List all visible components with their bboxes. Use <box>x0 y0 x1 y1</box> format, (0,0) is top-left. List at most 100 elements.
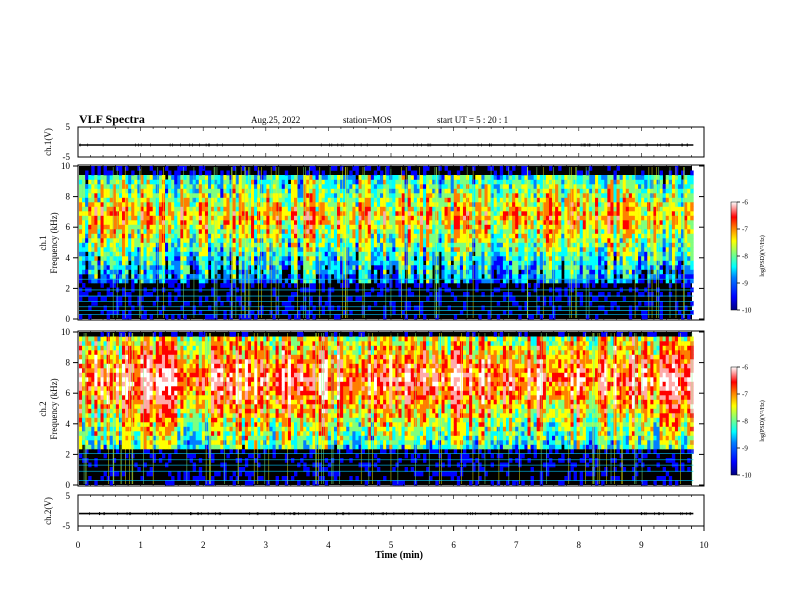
spectrogram-cell <box>613 188 617 194</box>
spectrogram-cell <box>186 251 190 257</box>
spectrogram-cell <box>447 265 451 270</box>
spectrogram-cell <box>171 256 175 261</box>
spectrogram-cell <box>143 278 147 284</box>
spectrogram-cell <box>189 202 193 207</box>
spectrogram-cell <box>204 314 209 320</box>
spectrogram-cell <box>631 251 636 257</box>
spectrogram-cell <box>324 242 329 248</box>
spectrogram-cell <box>158 247 163 252</box>
spectrogram-cell <box>490 278 494 284</box>
spectrogram-cell <box>509 260 513 266</box>
spectrogram-cell <box>349 197 353 203</box>
spectrogram-cell <box>79 296 83 302</box>
spectrogram-cell <box>548 166 553 171</box>
spectrogram-cell <box>462 197 467 203</box>
spectrogram-cell <box>195 184 200 189</box>
spectrogram-cell <box>118 206 123 212</box>
spectrogram-cell <box>588 193 593 198</box>
spectrogram-cell <box>290 197 295 203</box>
spectrogram-cell <box>158 256 163 261</box>
spectrogram-cell <box>545 265 550 270</box>
spectrogram-cell <box>610 188 614 194</box>
spectrogram-cell <box>122 292 126 297</box>
spectrogram-cell <box>438 229 442 234</box>
spectrogram-cell <box>118 229 123 234</box>
spectrogram-cell <box>343 215 347 221</box>
spectrogram-cell <box>300 247 304 252</box>
spectrogram-cell <box>125 229 129 234</box>
spectrogram-cell <box>518 238 522 243</box>
spectrogram-cell <box>634 238 639 243</box>
spectrogram-cell <box>79 188 83 194</box>
spectrogram-cell <box>499 184 504 189</box>
spectrogram-cell <box>189 229 193 234</box>
spectrogram-cell <box>171 188 175 194</box>
spectrogram-cell <box>416 202 421 207</box>
spectrogram-cell <box>278 260 283 266</box>
spectrogram-cell <box>149 260 154 266</box>
spectrogram-cell <box>484 238 488 243</box>
spectrogram-cell <box>478 260 482 266</box>
spectrogram-cell <box>490 211 494 216</box>
spectrogram-cell <box>137 229 141 234</box>
spectrogram-cell <box>591 175 596 180</box>
spectrogram-cell <box>355 260 359 266</box>
spectrogram-cell <box>604 260 608 266</box>
spectrogram-cell <box>370 184 375 189</box>
spectrogram-cell <box>140 251 144 257</box>
spectrogram-cell <box>235 193 240 198</box>
spectrogram-cell <box>487 224 491 230</box>
spectrogram-cell <box>358 233 362 239</box>
spectrogram-cell <box>94 247 98 252</box>
ch1-ytick-bottom: -5 <box>63 152 71 162</box>
spectrogram-cell <box>94 274 98 279</box>
spectrogram-cell <box>88 251 92 257</box>
spectrogram-cell <box>352 179 356 185</box>
spectrogram-cell <box>472 166 476 171</box>
spectrogram-cell <box>235 179 240 185</box>
spectrogram-cell <box>192 251 197 257</box>
spectrogram-cell <box>604 256 608 261</box>
spectrogram-cell <box>94 229 98 234</box>
spectrogram-cell <box>533 238 537 243</box>
spectrogram-cell <box>364 229 369 234</box>
spectrogram-cell <box>416 260 421 266</box>
spectrogram-cell <box>475 278 479 284</box>
spectrogram-cell <box>220 233 224 239</box>
spectrogram-cell <box>115 202 120 207</box>
spectrogram-cell <box>254 314 258 320</box>
spectrogram-cell <box>429 292 433 297</box>
spectrogram-cell <box>300 260 304 266</box>
spectrogram-cell <box>143 310 147 315</box>
spectrogram-cell <box>527 206 531 212</box>
spectrogram-cell <box>453 175 458 180</box>
spectrogram-cell <box>106 206 111 212</box>
spectrogram-cell <box>585 278 590 284</box>
spectrogram-cell <box>641 292 645 297</box>
spectrogram-cell <box>558 179 562 185</box>
spectrogram-cell <box>180 224 184 230</box>
spectrogram-cell <box>527 292 531 297</box>
spectrogram-cell <box>496 215 501 221</box>
spectrogram-cell <box>337 260 341 266</box>
spectrogram-cell <box>137 215 141 221</box>
spectrogram-cell <box>607 175 611 180</box>
spectrogram-cell <box>398 260 402 266</box>
spectrogram-cell <box>607 220 611 225</box>
spectrogram-cell <box>380 224 384 230</box>
spectrogram-cell <box>598 305 602 311</box>
spectrogram-cell <box>109 188 114 194</box>
spectrogram-cell <box>260 256 264 261</box>
spectrogram-cell <box>223 211 227 216</box>
spectrogram-cell <box>622 188 627 194</box>
spectrogram-cell <box>619 247 624 252</box>
spectrogram-cell <box>512 215 516 221</box>
spectrogram-cell <box>220 242 224 248</box>
spectrogram-cell <box>373 224 378 230</box>
spectrogram-cell <box>195 188 200 194</box>
spectrogram-cell <box>496 269 501 275</box>
spectrogram-cell <box>555 233 559 239</box>
spectrogram-cell <box>281 247 286 252</box>
spectrogram-cell <box>383 283 387 288</box>
spectrogram-cell <box>241 224 246 230</box>
